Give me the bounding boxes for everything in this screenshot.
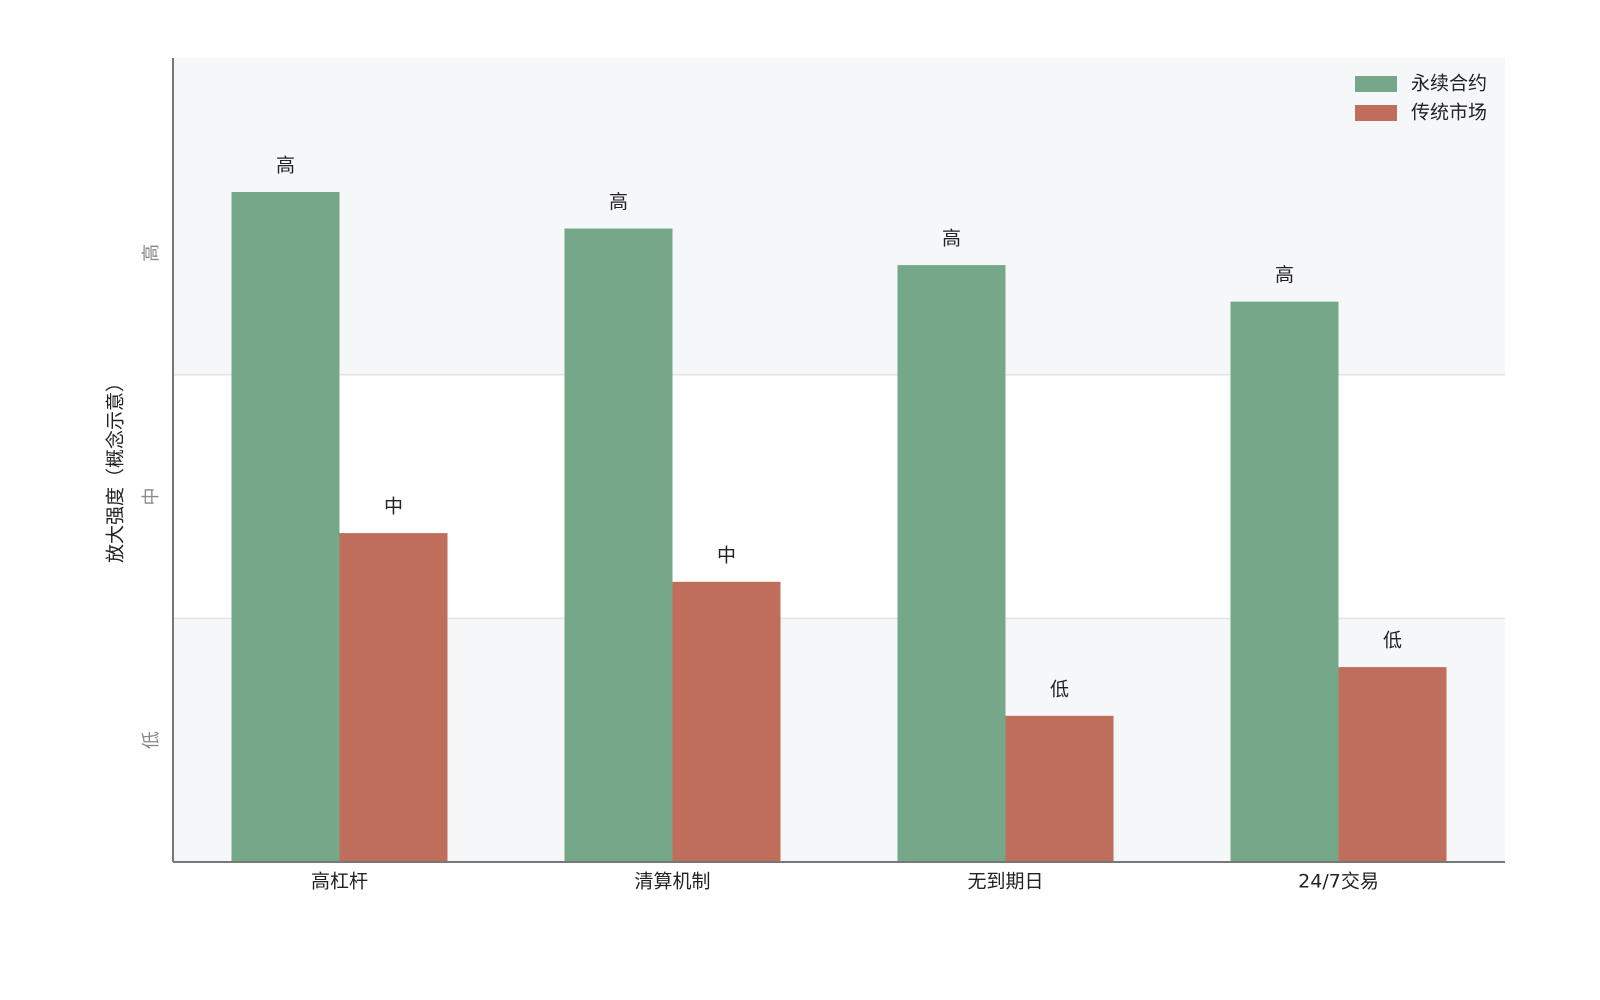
value-label: 高 <box>276 155 295 177</box>
x-tick-label: 24/7交易 <box>1298 871 1379 893</box>
legend-label: 传统市场 <box>1411 102 1487 124</box>
value-label: 中 <box>717 544 736 566</box>
legend-label: 永续合约 <box>1411 73 1487 95</box>
bar <box>1230 301 1339 862</box>
bar <box>231 192 340 862</box>
x-tick-label: 清算机制 <box>634 871 710 893</box>
value-label: 低 <box>1050 678 1069 700</box>
legend-swatch <box>1355 105 1397 121</box>
value-label: 高 <box>1275 264 1294 286</box>
bar <box>1338 667 1447 862</box>
value-label: 高 <box>609 191 628 213</box>
bar <box>339 533 448 862</box>
y-axis-label: 放大强度（概念示意） <box>104 373 127 563</box>
value-label: 高 <box>942 228 961 250</box>
y-tick-label: 低 <box>141 731 162 749</box>
y-tick-label: 高 <box>141 244 162 262</box>
x-tick-label: 无到期日 <box>967 871 1043 893</box>
bar <box>564 228 673 862</box>
value-label: 中 <box>384 496 403 518</box>
legend-swatch <box>1355 76 1397 92</box>
bar <box>897 265 1006 862</box>
y-tick-label: 中 <box>141 488 162 506</box>
value-label: 低 <box>1383 630 1402 652</box>
x-tick-label: 高杠杆 <box>311 871 368 893</box>
bar <box>1005 715 1114 862</box>
bar <box>672 581 781 862</box>
